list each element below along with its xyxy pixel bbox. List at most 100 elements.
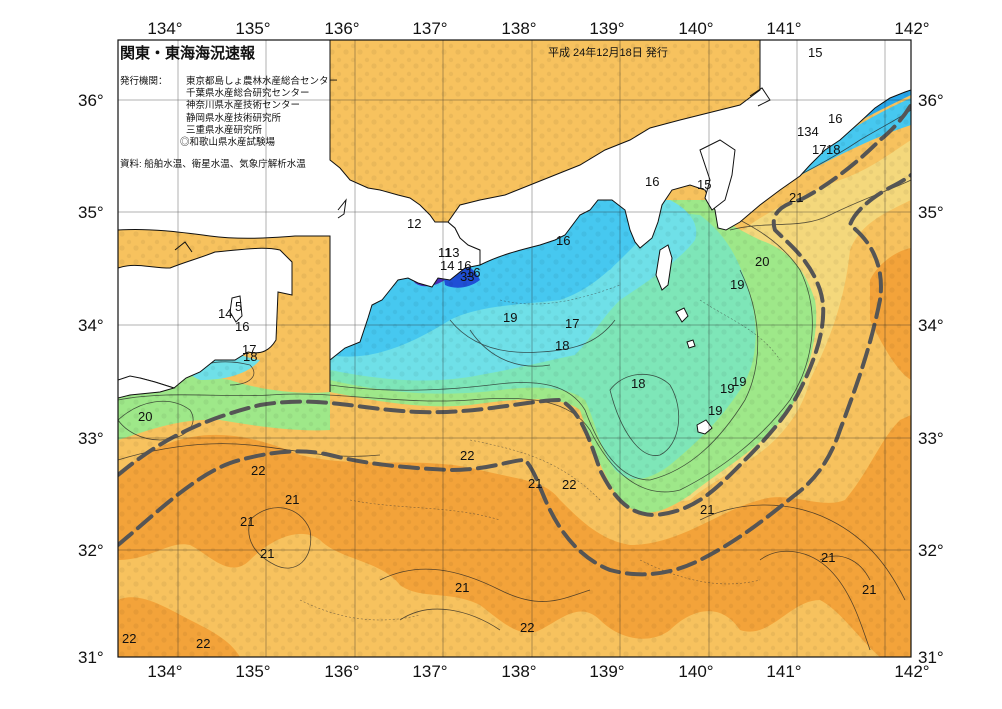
- isotherm-label: 19: [720, 381, 734, 396]
- lon-label-top: 140°: [678, 19, 713, 38]
- lon-label-top: 139°: [589, 19, 624, 38]
- map-title: 関東・東海海況速報: [120, 45, 256, 62]
- lat-label-right: 32°: [918, 541, 944, 560]
- isotherm-label: 11: [438, 245, 452, 260]
- isotherm-label: 21: [260, 546, 274, 561]
- isotherm-label: 22: [251, 463, 265, 478]
- isotherm-label: 22: [196, 636, 210, 651]
- isotherm-label: 18: [631, 376, 645, 391]
- isotherm-label: 12: [407, 216, 421, 231]
- isotherm-label: 22: [460, 448, 474, 463]
- data-source: 資料: 船舶水温、衛星水温、気象庁解析水温: [120, 159, 306, 170]
- lon-label-top: 135°: [235, 19, 270, 38]
- lon-label-bottom: 138°: [501, 662, 536, 681]
- kuroshio-axis-north: [118, 103, 911, 518]
- isotherm-label: 20: [755, 254, 769, 269]
- agency-label: 発行機関：: [120, 76, 168, 87]
- lat-label-left: 35°: [78, 203, 104, 222]
- land-awaji: [229, 295, 243, 323]
- lon-label-top: 134°: [147, 19, 182, 38]
- land-shikoku-edge: [118, 375, 176, 399]
- lon-label-bottom: 140°: [678, 662, 713, 681]
- isotherm-label: 21: [455, 580, 469, 595]
- lon-label-top: 141°: [766, 19, 801, 38]
- isotherm-label: 19: [503, 310, 517, 325]
- isotherm-label: 134: [797, 124, 819, 139]
- isotherm-label: 18: [826, 142, 840, 157]
- lat-label-left: 32°: [78, 541, 104, 560]
- lon-label-bottom: 134°: [147, 662, 182, 681]
- lon-label-bottom: 142°: [894, 662, 929, 681]
- map-frame: [117, 39, 912, 658]
- isotherm-label: 18: [243, 349, 257, 364]
- land-tokai-coast: [447, 40, 911, 266]
- land-kii-peninsula: [118, 247, 293, 389]
- isotherm-label: 15: [808, 45, 822, 60]
- lon-label-top: 136°: [324, 19, 359, 38]
- isotherm-label: 16: [457, 258, 471, 273]
- agency-item: 静岡県水産技術研究所: [186, 112, 282, 124]
- isotherm-label: 16: [828, 111, 842, 126]
- isotherm-label: 21: [789, 190, 803, 205]
- isotherm-label: 14: [440, 258, 454, 273]
- isotherm-label: 21: [700, 502, 714, 517]
- lon-label-bottom: 139°: [589, 662, 624, 681]
- isotherm-label: 19: [708, 403, 722, 418]
- land-izu-peninsula: [655, 244, 673, 291]
- agency-item: 神奈川県水産技術センター: [186, 100, 301, 112]
- lat-label-left: 33°: [78, 429, 104, 448]
- isotherm-label: 13: [445, 245, 459, 260]
- land-oshima: [675, 307, 689, 323]
- isotherm-label: 17: [242, 342, 256, 357]
- agency-list: 発行機関： 東京都島しょ農林水産総合センター 千葉県水産総合研究センター 神奈川県…: [120, 76, 338, 149]
- land-miyake: [686, 339, 696, 349]
- lon-label-bottom: 137°: [412, 662, 447, 681]
- agency-item: 三重県水産研究所: [186, 124, 263, 136]
- isotherm-label: 17: [812, 142, 826, 157]
- isotherm-label: 14: [218, 306, 232, 321]
- lat-label-right: 34°: [918, 316, 944, 335]
- isotherm-label: 22: [562, 477, 576, 492]
- isotherm-label: 21: [821, 550, 835, 565]
- isotherm-label: 22: [122, 631, 136, 646]
- lat-label-right: 35°: [918, 203, 944, 222]
- lon-label-bottom: 136°: [324, 662, 359, 681]
- isotherm-label: 15: [697, 177, 711, 192]
- lon-label-top: 142°: [894, 19, 929, 38]
- isotherm-label: 33: [460, 269, 474, 284]
- land-hachijo: [696, 419, 713, 435]
- isotherm-label: 19: [730, 277, 744, 292]
- lat-label-left: 34°: [78, 316, 104, 335]
- agency-item: ◎和歌山県水産試験場: [180, 137, 276, 149]
- isotherm-label: 16: [645, 174, 659, 189]
- isotherm-label: 17: [565, 316, 579, 331]
- isotherm-label: 19: [732, 374, 746, 389]
- lat-label-right: 33°: [918, 429, 944, 448]
- lat-label-right: 31°: [918, 648, 944, 667]
- isotherm-label: 21: [528, 476, 542, 491]
- agency-item: 千葉県水産総合研究センター: [186, 88, 310, 100]
- lon-label-bottom: 141°: [766, 662, 801, 681]
- lon-label-top: 137°: [412, 19, 447, 38]
- issue-date: 平成 24年12月18日 発行: [548, 47, 668, 59]
- isotherm-label: 16: [556, 233, 570, 248]
- lat-label-right: 36°: [918, 91, 944, 110]
- isotherm-label: 22: [520, 620, 534, 635]
- lat-lon-grid: [118, 40, 911, 657]
- lat-label-left: 31°: [78, 648, 104, 667]
- isotherm-label: 20: [138, 409, 152, 424]
- kuroshio-axis-south: [118, 173, 911, 577]
- agency-item: 東京都島しょ農林水産総合センター: [186, 76, 339, 87]
- isotherm-label: 21: [862, 582, 876, 597]
- lon-label-bottom: 135°: [235, 662, 270, 681]
- lat-label-left: 36°: [78, 91, 104, 110]
- isotherm-label: 5: [235, 299, 242, 314]
- isotherm-label: 16: [466, 265, 480, 280]
- isotherm-label: 21: [240, 514, 254, 529]
- lon-label-top: 138°: [501, 19, 536, 38]
- isotherm-label: 16: [235, 319, 249, 334]
- isotherm-label: 21: [285, 492, 299, 507]
- isotherm-label: 18: [555, 338, 569, 353]
- land-honshu-kii: [118, 40, 481, 392]
